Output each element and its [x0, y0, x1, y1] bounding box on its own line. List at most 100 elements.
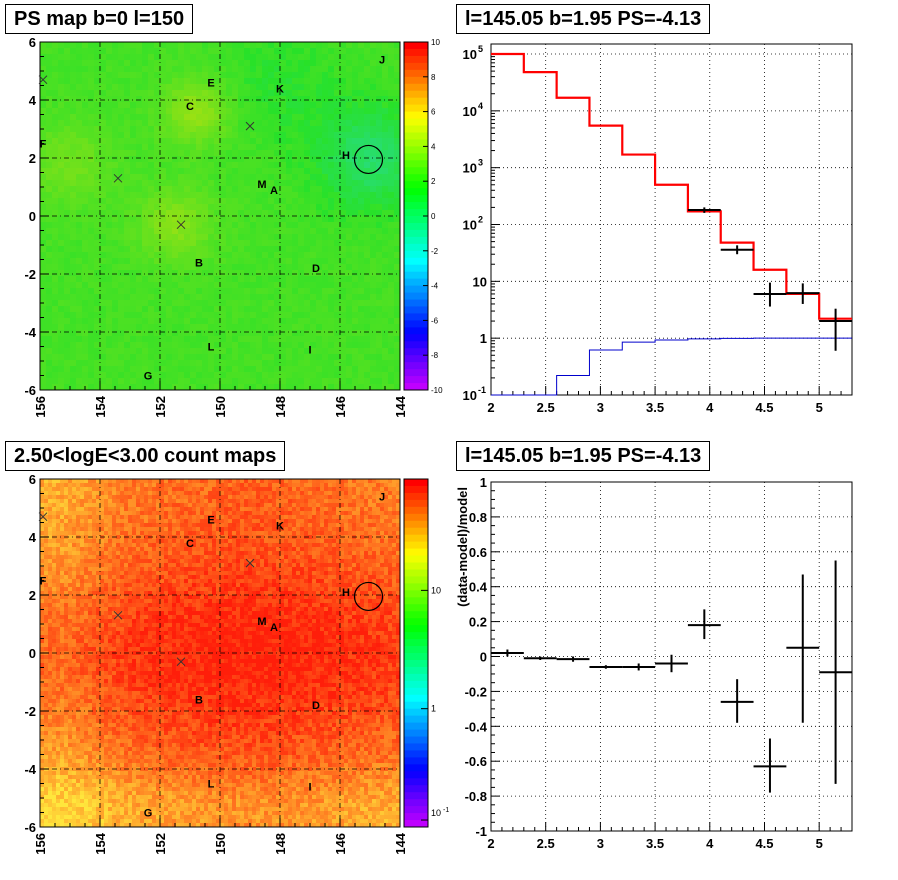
map-cell [118, 162, 124, 168]
map-cell [286, 108, 292, 114]
map-cell [112, 162, 118, 168]
map-cell [232, 258, 238, 264]
map-cell [226, 180, 232, 186]
map-cell [382, 240, 388, 246]
map-cell [154, 252, 160, 258]
map-cell [190, 282, 196, 288]
map-cell [178, 120, 184, 126]
map-cell [232, 150, 238, 156]
map-cell [118, 276, 124, 282]
map-cell [394, 264, 400, 270]
map-cell [112, 78, 118, 84]
map-cell [196, 48, 202, 54]
map-cell [58, 96, 64, 102]
map-cell [382, 282, 388, 288]
map-cell [160, 180, 166, 186]
map-cell [94, 258, 100, 264]
map-cell [82, 282, 88, 288]
map-cell [46, 42, 52, 48]
map-cell [82, 54, 88, 60]
map-cell [232, 360, 238, 366]
map-cell [382, 192, 388, 198]
map-cell [76, 126, 82, 132]
map-cell [262, 138, 268, 144]
map-cell [226, 360, 232, 366]
map-cell [64, 483, 68, 487]
map-cell [64, 342, 70, 348]
map-cell [280, 294, 286, 300]
map-cell [46, 252, 52, 258]
map-cell [92, 531, 96, 535]
map-cell [286, 222, 292, 228]
map-cell [76, 144, 82, 150]
map-cell [388, 336, 394, 342]
map-cell [388, 210, 394, 216]
map-cell [208, 228, 214, 234]
map-cell [388, 150, 394, 156]
map-cell [214, 312, 220, 318]
map-cell [118, 96, 124, 102]
map-cell [88, 603, 92, 607]
color-bar-segment [404, 49, 428, 56]
map-cell [310, 174, 316, 180]
map-cell [304, 222, 310, 228]
map-cell [154, 102, 160, 108]
map-cell [130, 72, 136, 78]
map-cell [40, 503, 44, 507]
map-cell [196, 288, 202, 294]
map-cell [112, 228, 118, 234]
map-cell [370, 276, 376, 282]
map-cell [250, 318, 256, 324]
map-cell [76, 695, 80, 699]
map-cell [232, 162, 238, 168]
map-cell [370, 48, 376, 54]
map-cell [274, 294, 280, 300]
map-cell [106, 270, 112, 276]
map-cell [60, 547, 64, 551]
map-cell [72, 771, 76, 775]
map-cell [106, 48, 112, 54]
map-cell [64, 162, 70, 168]
map-cell [70, 360, 76, 366]
map-cell [64, 138, 70, 144]
map-cell [262, 192, 268, 198]
map-cell [52, 156, 58, 162]
map-y-tick-label: -6 [24, 383, 36, 398]
map-cell [52, 759, 56, 763]
map-cell [56, 723, 60, 727]
map-cell [328, 252, 334, 258]
map-cell [190, 318, 196, 324]
map-cell [370, 222, 376, 228]
map-cell [358, 252, 364, 258]
map-cell [52, 479, 56, 483]
map-cell [244, 192, 250, 198]
map-cell [166, 120, 172, 126]
map-cell [70, 222, 76, 228]
map-cell [190, 312, 196, 318]
map-cell [68, 507, 72, 511]
map-cell [160, 138, 166, 144]
map-cell [82, 276, 88, 282]
map-cell [238, 108, 244, 114]
map-cell [226, 42, 232, 48]
map-cell [84, 559, 88, 563]
map-cell [52, 228, 58, 234]
map-cell [76, 270, 82, 276]
map-cell [328, 156, 334, 162]
map-cell [190, 126, 196, 132]
map-cell [364, 318, 370, 324]
map-cell [94, 120, 100, 126]
map-cell [40, 42, 46, 48]
map-cell [56, 799, 60, 803]
map-cell [84, 519, 88, 523]
map-cell [124, 66, 130, 72]
map-cell [88, 731, 92, 735]
map-cell [238, 102, 244, 108]
map-cell [60, 735, 64, 739]
map-cell [334, 366, 340, 372]
map-cell [64, 619, 68, 623]
map-cell [244, 336, 250, 342]
map-cell [280, 114, 286, 120]
map-cell [52, 703, 56, 707]
map-cell [190, 378, 196, 384]
